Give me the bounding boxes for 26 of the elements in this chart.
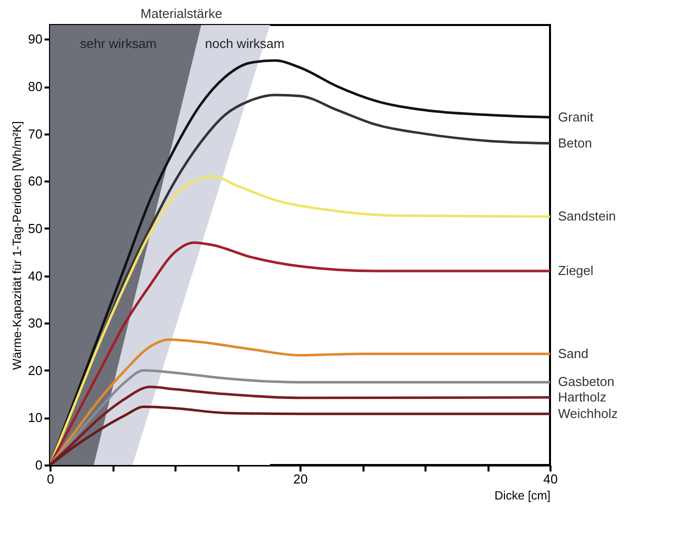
annotation: noch wirksam: [205, 36, 284, 51]
series-label: Hartholz: [558, 389, 606, 404]
x-tick-label: 0: [46, 472, 54, 486]
x-tick-label: 20: [293, 472, 308, 486]
y-tick-label: 10: [28, 410, 42, 426]
series-label: Granit: [558, 109, 594, 124]
x-axis-title: Dicke [cm]: [494, 488, 550, 502]
annotation: sehr wirksam: [80, 36, 157, 51]
y-tick-label: 60: [28, 174, 42, 189]
x-tick-label: 40: [543, 472, 558, 486]
y-tick-label: 70: [28, 126, 42, 142]
y-tick-label: 80: [28, 79, 42, 94]
y-tick-label: 0: [35, 458, 42, 472]
series-label: Gasbeton: [558, 374, 614, 390]
series-label: Ziegel: [558, 263, 594, 278]
y-tick-label: 40: [28, 268, 42, 284]
series-label: Beton: [558, 135, 592, 150]
y-tick-label: 50: [28, 220, 42, 236]
y-axis-title: Wärme-Kapazität für 1-Tag-Perioden [Wh/m²K]: [10, 121, 24, 370]
y-tick-label: 20: [28, 362, 42, 378]
chart-title: Materialstärke: [140, 6, 222, 21]
y-tick-label: 90: [28, 32, 42, 47]
series-label: Sand: [558, 346, 588, 361]
y-tick-label: 30: [28, 316, 42, 331]
series-label: Weichholz: [558, 406, 618, 421]
series-label: Sandstein: [558, 208, 616, 224]
